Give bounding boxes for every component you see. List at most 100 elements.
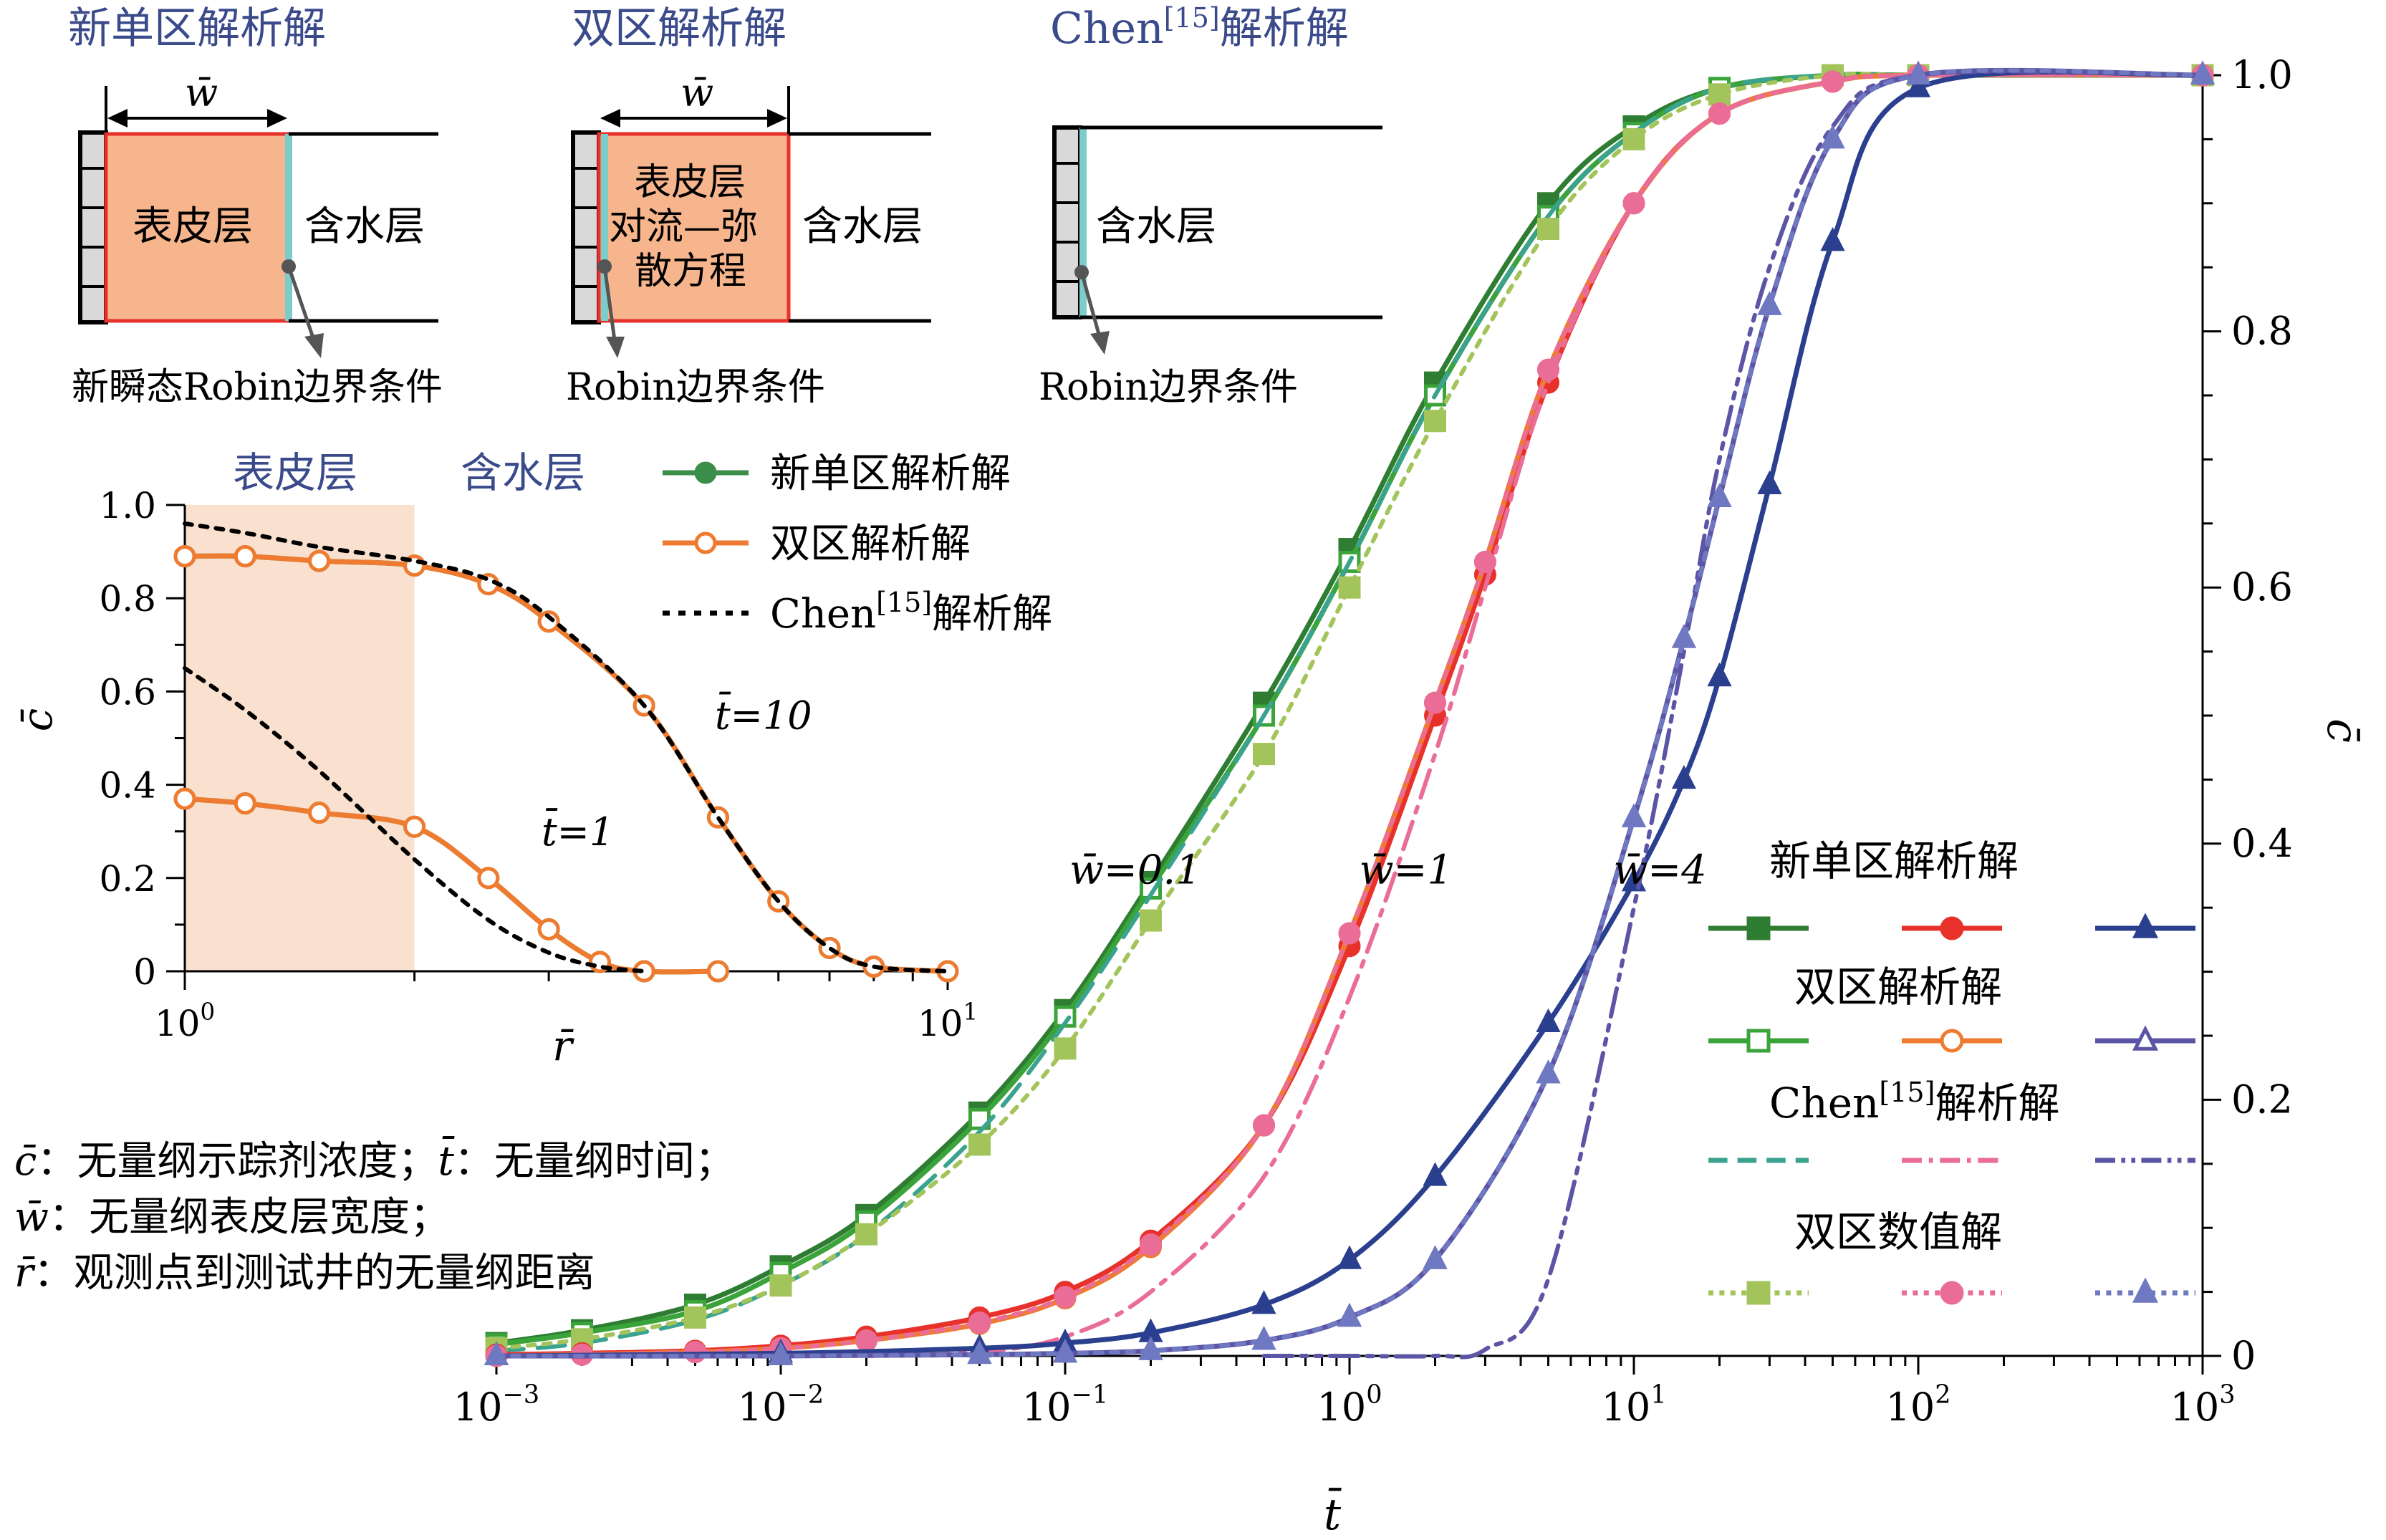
notes: c̄：无量纲示踪剂浓度；t̄：无量纲时间； w̄：无量纲表皮层宽度； r̄：观测… [14, 1135, 735, 1296]
chen-title-main: Chen [1050, 4, 1164, 54]
marker [234, 545, 256, 568]
marker [2132, 1277, 2159, 1303]
skin-label: 表皮层 [133, 203, 253, 250]
marker [694, 531, 717, 554]
marker [1746, 1029, 1771, 1053]
width-symbol: w̄ [185, 70, 218, 115]
main-series [484, 60, 2216, 1367]
schematic-chen-title: Chen[15]解析解 [1050, 2, 1349, 54]
aquifer-label: 含水层 [304, 203, 425, 250]
inset-curve-annotation: t̄=10 [715, 691, 812, 738]
marker [1424, 384, 1447, 407]
y-tick-label: 0.2 [99, 858, 156, 900]
y-tick-label: 0.2 [2231, 1077, 2293, 1122]
marker [1622, 127, 1645, 150]
x-tick-label: 102 [1885, 1380, 1950, 1430]
boundary-arrowhead [606, 337, 625, 358]
marker [1621, 803, 1647, 827]
inset-skin-label: 表皮层 [233, 448, 357, 497]
marker [1140, 909, 1163, 932]
y-tick-label: 0.6 [99, 671, 156, 713]
marker [1054, 1286, 1077, 1309]
marker [967, 1339, 992, 1365]
marker [706, 960, 729, 983]
width-arrowheads [107, 109, 287, 127]
inset-curve-annotation: t̄=1 [542, 808, 614, 855]
legend-chen-rest: 解析解 [1935, 1079, 2059, 1127]
legend-group-title-numerical: 双区数值解 [1794, 1208, 2002, 1256]
series-line [183, 665, 647, 973]
marker [1708, 83, 1731, 106]
legend-chen-main: Chen [1769, 1079, 1879, 1127]
marker [1746, 1281, 1771, 1305]
curve-annotation: w̄=1 [1360, 847, 1453, 894]
y-tick-label: 0.8 [99, 578, 156, 620]
schematic-new-single: 新单区解析解 w̄ 表皮层 含水层 新瞬态Robin边界条件 [68, 4, 443, 409]
marker [1140, 1233, 1163, 1256]
marker [537, 610, 560, 633]
marker [1536, 1059, 1561, 1084]
inset-axes: 100 101 0 0.2 0.4 0.6 0.8 1.0 [99, 485, 978, 1044]
inset-legend-samples [663, 461, 749, 616]
inset-legend-chen-ref: [15] [876, 587, 932, 618]
boundary-arrowhead [304, 333, 324, 358]
note-text-c: ：无量纲示踪剂浓度； [37, 1138, 438, 1185]
marker [1536, 1008, 1561, 1033]
marker [1252, 743, 1275, 766]
curve-annotation: w̄=0.1 [1069, 847, 1201, 894]
inset-legend-chen-rest: 解析解 [932, 591, 1052, 637]
marker [855, 1223, 878, 1246]
chen-title-rest: 解析解 [1220, 4, 1349, 54]
marker [1536, 358, 1559, 381]
main-legend: 新单区解析解 双区解析解 Chen[15]解析解 双区数值解 [1708, 837, 2195, 1305]
marker [1820, 124, 1845, 149]
marker [1708, 102, 1731, 125]
marker [1423, 1245, 1448, 1269]
marker [1757, 470, 1782, 495]
marker [537, 918, 560, 940]
note-line-2: w̄：无量纲表皮层宽度； [14, 1194, 450, 1241]
main-legend-samples [1708, 913, 2195, 1305]
x-tick-label: 10−2 [738, 1380, 824, 1430]
x-tick-label: 103 [2170, 1380, 2235, 1430]
series-11 [484, 60, 2216, 1365]
marker [1337, 1302, 1362, 1327]
marker [1338, 922, 1361, 945]
schematic-new-single-title: 新单区解析解 [68, 4, 326, 54]
marker [477, 867, 500, 890]
marker [1671, 764, 1697, 789]
skin-label-line1: 表皮层 [634, 161, 746, 204]
marker [1536, 218, 1559, 241]
note-sym-c: c̄ [14, 1138, 37, 1185]
marker [234, 792, 256, 815]
marker [968, 1312, 991, 1334]
series-line [494, 72, 2205, 1358]
note-sym-w: w̄ [14, 1194, 49, 1241]
x-tick-label: 10−1 [1022, 1380, 1108, 1430]
aquifer-label: 含水层 [802, 203, 923, 250]
inset-y-axis-label: c̄ [13, 708, 62, 731]
aquifer-label: 含水层 [1096, 203, 1216, 250]
boundary-label: 新瞬态Robin边界条件 [72, 366, 443, 409]
x-tick-label: 101 [1601, 1380, 1666, 1430]
marker [2190, 60, 2216, 85]
marker [769, 1274, 792, 1297]
marker [1424, 410, 1447, 433]
inset-legend-label-two-zone: 双区解析解 [770, 521, 971, 567]
note-sym-r: r̄ [14, 1250, 36, 1296]
inset-legend-label-chen: Chen[15]解析解 [770, 587, 1052, 637]
marker [1940, 1029, 1964, 1053]
boundary-arrow [287, 266, 317, 345]
marker [1820, 227, 1845, 251]
skin-zone-shading [185, 505, 415, 971]
marker [1052, 1338, 1078, 1363]
x-tick-label: 100 [1317, 1380, 1382, 1430]
inset-series [173, 521, 959, 983]
marker [1746, 916, 1771, 940]
note-line-3: r̄：观测点到测试井的无量纲距离 [14, 1250, 595, 1296]
marker [173, 545, 196, 568]
series-2 [183, 521, 950, 973]
